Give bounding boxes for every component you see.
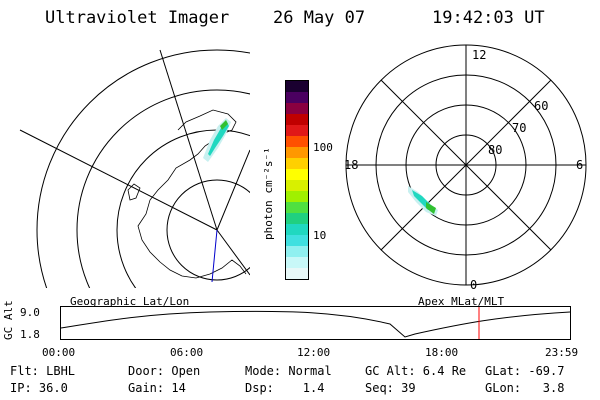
- orbit-altitude-plot: [60, 306, 571, 340]
- colorbar-tick-label: 100: [313, 141, 333, 154]
- mlt-label-0: 0: [470, 278, 477, 292]
- mlat-label-60: 60: [534, 99, 548, 113]
- colorbar-band: [286, 257, 308, 268]
- display-status: Dsp: 1.4: [245, 381, 325, 395]
- geographic-panel-label: Geographic Lat/Lon: [70, 295, 190, 308]
- meridian-line: [216, 149, 250, 231]
- date-label: 26 May 07: [273, 8, 366, 28]
- colorbar-band: [286, 235, 308, 246]
- gain-status: Gain: 14: [128, 381, 186, 395]
- altitude-curve: [60, 310, 571, 338]
- aurora-emission: [203, 118, 231, 162]
- geographic-map: [19, 49, 250, 288]
- colorbar-band: [286, 268, 308, 279]
- gc-altitude-status: GC Alt: 6.4 Re: [365, 364, 467, 378]
- colorbar-band: [286, 191, 308, 202]
- instrument-title: Ultraviolet Imager: [45, 8, 230, 28]
- latitude-circle: [36, 49, 250, 288]
- mlat-label-70: 70: [512, 121, 526, 135]
- time-label: 19:42:03 UT: [432, 8, 545, 28]
- colorbar-band: [286, 213, 308, 224]
- geographic-longitude-status: GLon: 3.8: [485, 381, 565, 395]
- ip-status: IP: 36.0: [10, 381, 68, 395]
- mlt-label-12: 12: [472, 48, 486, 62]
- orbit-x-tick: 12:00: [297, 346, 331, 359]
- colorbar-band: [286, 202, 308, 213]
- orbit-axis-title: GC Alt: [2, 300, 15, 340]
- colorbar-band: [286, 224, 308, 235]
- latitude-circle: [166, 179, 250, 281]
- coastline: [137, 109, 247, 279]
- colorbar-band: [286, 114, 308, 125]
- meridian-line: [216, 229, 250, 276]
- orbit-y-tick: 1.8: [20, 328, 40, 341]
- orbit-x-tick: 23:59: [545, 346, 579, 359]
- colorbar-band: [286, 246, 308, 257]
- latitude-circle: [76, 89, 250, 288]
- colorbar-band: [286, 92, 308, 103]
- colorbar-unit-label: photon cm⁻²s⁻¹: [262, 147, 275, 240]
- door-status: Door: Open: [128, 364, 201, 378]
- apex-panel-label: Apex MLat/MLT: [418, 295, 505, 308]
- meridian-line: [19, 129, 218, 231]
- colorbar-band: [286, 147, 308, 158]
- colorbar-band: [286, 136, 308, 147]
- latitude-circle: [116, 129, 250, 288]
- geographic-latitude-status: GLat: -69.7: [485, 364, 565, 378]
- colorbar-band: [286, 103, 308, 114]
- mlat-label-80: 80: [488, 143, 502, 157]
- colorbar-band: [286, 125, 308, 136]
- meridian-line: [159, 49, 218, 231]
- colorbar-gradient: [286, 81, 308, 279]
- aurora-emission-polar: [408, 186, 438, 216]
- polar-plot: 12 6 18 0 60 70 80: [344, 44, 587, 292]
- island-outline: [127, 183, 141, 201]
- colorbar-band: [286, 158, 308, 169]
- orbit-plot-frame: [60, 306, 571, 340]
- mlt-label-6: 6: [576, 158, 583, 172]
- colorbar-band: [286, 81, 308, 92]
- satellite-ground-track: [211, 229, 218, 283]
- colorbar-band: [286, 169, 308, 180]
- orbit-x-tick: 06:00: [170, 346, 204, 359]
- colorbar-band: [286, 180, 308, 191]
- diagonal-line: [380, 79, 552, 251]
- orbit-y-tick: 9.0: [20, 306, 40, 319]
- sequence-status: Seq: 39: [365, 381, 416, 395]
- filter-status: Flt: LBHL: [10, 364, 76, 378]
- mode-status: Mode: Normal: [245, 364, 332, 378]
- mlt-label-18: 18: [344, 158, 358, 172]
- colorbar-tick-label: 10: [313, 229, 327, 242]
- orbit-x-tick: 00:00: [42, 346, 76, 359]
- orbit-x-tick: 18:00: [425, 346, 459, 359]
- colorbar: [285, 80, 309, 280]
